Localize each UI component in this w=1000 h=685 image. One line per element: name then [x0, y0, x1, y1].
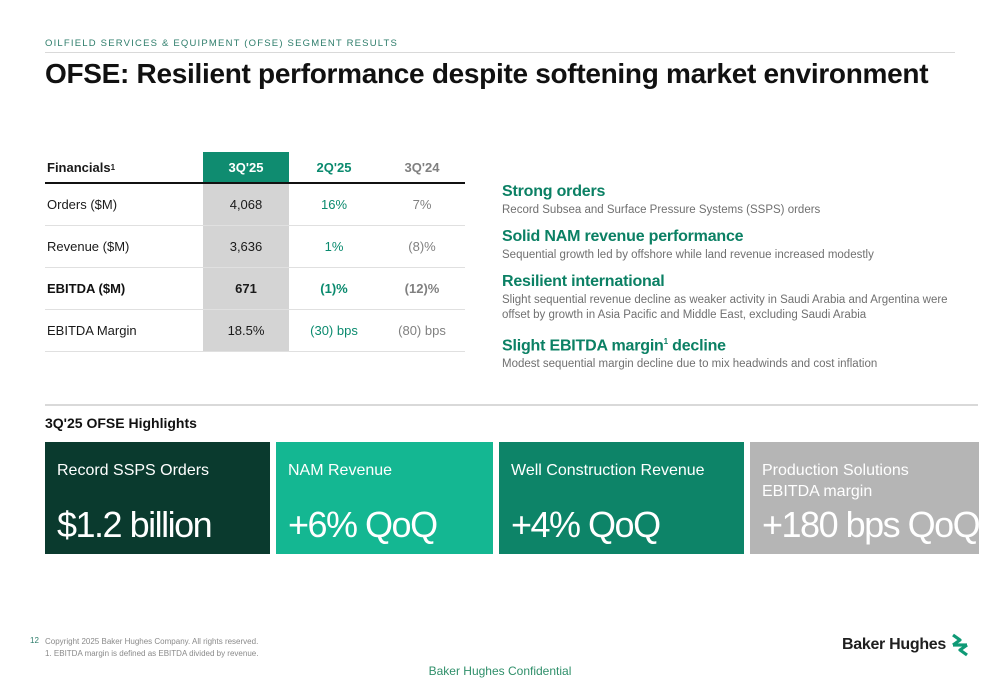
card-value: $1.2 billion: [57, 504, 213, 545]
point-nam-revenue: Solid NAM revenue performance Sequential…: [502, 227, 962, 263]
card-label: Record SSPS Orders: [57, 462, 210, 479]
row-label: Revenue ($M): [47, 239, 130, 254]
row-label: EBITDA ($M): [47, 281, 126, 296]
cell-3q24: (80) bps: [398, 323, 446, 338]
card-value: +4% QoQ: [511, 504, 661, 545]
financials-table: Financials 1 3Q'25 2Q'25 3Q'24 Orders ($M…: [45, 152, 465, 352]
table-row-ebitda-margin: EBITDA Margin 18.5% (30) bps (80) bps: [45, 310, 465, 352]
point-ebitda-margin: Slight EBITDA margin1 decline Modest seq…: [502, 332, 962, 372]
row-label: EBITDA Margin: [47, 323, 137, 338]
page-number: 12: [30, 636, 39, 645]
header-3q24: 3Q'24: [404, 159, 440, 175]
confidential-notice: Baker Hughes Confidential: [428, 664, 572, 678]
card-label: Production Solutions EBITDA margin: [762, 462, 909, 500]
section-kicker: OILFIELD SERVICES & EQUIPMENT (OFSE) SEG…: [45, 38, 399, 49]
card-production-solutions: Production Solutions EBITDA margin +180 …: [750, 442, 979, 554]
company-logo: Baker Hughes: [842, 633, 970, 657]
financials-header-label: Financials 1: [47, 152, 197, 182]
card-nam-revenue: NAM Revenue +6% QoQ: [276, 442, 493, 554]
point-heading: Resilient international: [502, 273, 665, 290]
table-row-revenue: Revenue ($M) 3,636 1% (8)%: [45, 226, 465, 268]
cell-3q24: (12)%: [404, 281, 440, 296]
point-international: Resilient international Slight sequentia…: [502, 272, 962, 323]
cell-3q24: 7%: [412, 197, 432, 212]
footnote-marker: 1: [110, 162, 116, 172]
cell-2q25: (30) bps: [310, 323, 358, 338]
row-label: Orders ($M): [47, 197, 118, 212]
highlight-cards: Record SSPS Orders $1.2 billion NAM Reve…: [45, 442, 979, 554]
cell-2q25: (1)%: [320, 281, 348, 296]
cell-3q25: 18.5%: [203, 310, 289, 351]
point-body: Slight sequential revenue decline as wea…: [502, 294, 948, 321]
cell-3q25: 4,068: [203, 184, 289, 225]
point-heading: Solid NAM revenue performance: [502, 228, 744, 245]
card-label: NAM Revenue: [288, 462, 393, 479]
table-row-orders: Orders ($M) 4,068 16% 7%: [45, 184, 465, 226]
footer-notes: Copyright 2025 Baker Hughes Company. All…: [45, 636, 258, 660]
section-divider: [45, 404, 978, 406]
cell-3q24: (8)%: [408, 239, 436, 254]
highlights-title: 3Q'25 OFSE Highlights: [45, 415, 197, 431]
page-title: OFSE: Resilient performance despite soft…: [45, 58, 929, 89]
cell-3q25: 3,636: [203, 226, 289, 267]
point-body: Modest sequential margin decline due to …: [502, 358, 878, 371]
financials-header-row: Financials 1 3Q'25 2Q'25 3Q'24: [45, 152, 465, 184]
footnote-marker: 1: [663, 337, 668, 346]
cell-3q25: 671: [203, 268, 289, 309]
key-points: Strong orders Record Subsea and Surface …: [502, 182, 962, 381]
point-body: Sequential growth led by offshore while …: [502, 249, 874, 261]
card-label: Well Construction Revenue: [511, 462, 705, 479]
cell-2q25: 1%: [324, 239, 344, 254]
logo-mark-icon: [952, 633, 968, 657]
logo-wordmark: Baker Hughes: [842, 636, 946, 653]
footnote-text: 1. EBITDA margin is defined as EBITDA di…: [45, 649, 259, 658]
cell-2q25: 16%: [320, 197, 348, 212]
header-2q25: 2Q'25: [316, 159, 352, 175]
financials-header-text: Financials: [47, 159, 111, 175]
header-3q25: 3Q'25: [203, 152, 289, 182]
card-ssps-orders: Record SSPS Orders $1.2 billion: [45, 442, 270, 554]
card-value: +180 bps QoQ: [762, 504, 979, 545]
card-well-construction: Well Construction Revenue +4% QoQ: [499, 442, 744, 554]
point-strong-orders: Strong orders Record Subsea and Surface …: [502, 182, 962, 218]
point-heading: Strong orders: [502, 183, 606, 200]
table-row-ebitda: EBITDA ($M) 671 (1)% (12)%: [45, 268, 465, 310]
point-heading-text-end: decline: [667, 337, 726, 355]
point-heading: Slight EBITDA margin1 decline: [502, 332, 962, 356]
point-body: Record Subsea and Surface Pressure Syste…: [502, 204, 821, 216]
card-value: +6% QoQ: [288, 504, 438, 545]
top-divider: [45, 52, 955, 53]
copyright-text: Copyright 2025 Baker Hughes Company. All…: [45, 637, 259, 646]
point-heading-text: Slight EBITDA margin: [502, 337, 664, 355]
